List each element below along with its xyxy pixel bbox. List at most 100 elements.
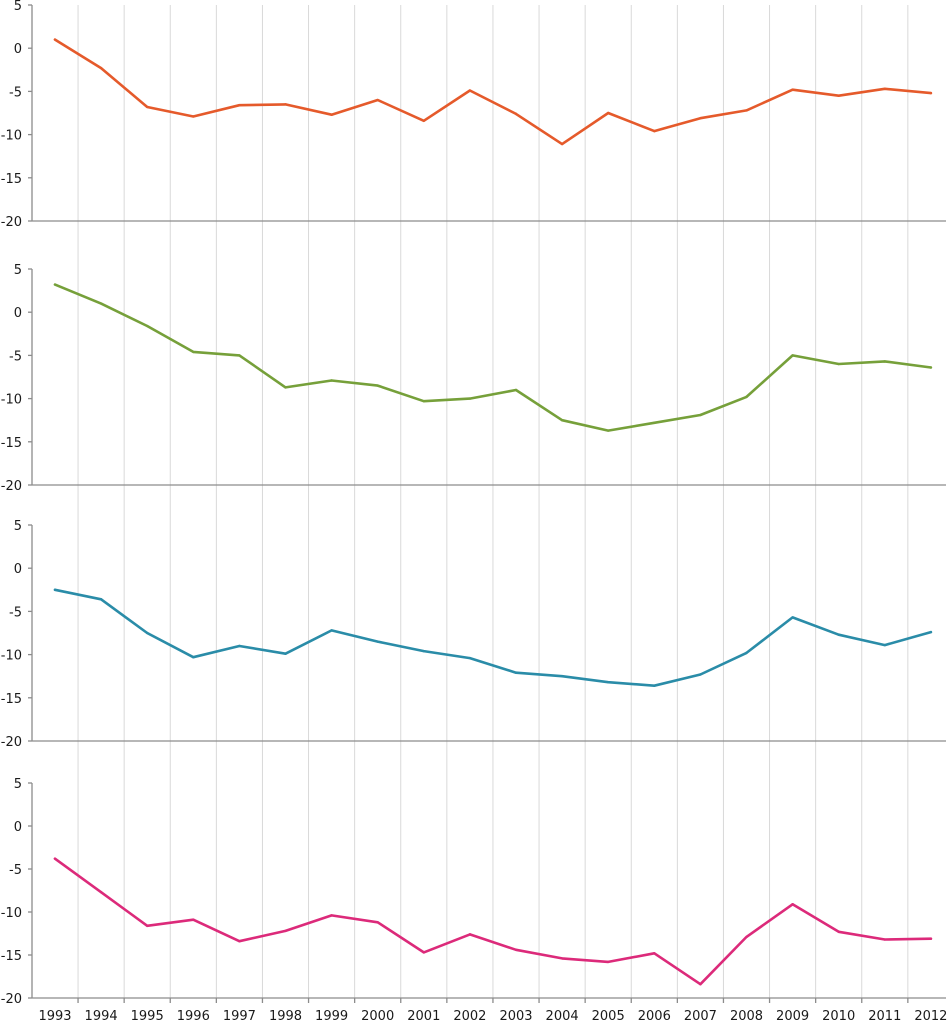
data-point bbox=[607, 429, 610, 432]
x-tick-label: 2010 bbox=[822, 1009, 855, 1023]
x-tick-label: 1996 bbox=[177, 1009, 210, 1023]
y-tick-label: -5 bbox=[9, 85, 22, 100]
x-tick-label: 2006 bbox=[638, 1009, 671, 1023]
x-tick-label: 2000 bbox=[361, 1009, 394, 1023]
data-point bbox=[53, 857, 57, 860]
x-tick-label: 2003 bbox=[499, 1009, 532, 1023]
data-point bbox=[745, 109, 748, 112]
data-point bbox=[929, 91, 933, 95]
data-point bbox=[837, 362, 840, 366]
y-tick-label: -10 bbox=[1, 129, 22, 144]
y-tick-label: 0 bbox=[14, 820, 22, 835]
x-tick-label: 2012 bbox=[914, 1009, 947, 1023]
y-tick-label: -20 bbox=[1, 479, 22, 494]
y-tick-label: 0 bbox=[14, 562, 22, 577]
x-tick-label: 2004 bbox=[546, 1009, 579, 1023]
data-point bbox=[53, 588, 57, 591]
y-tick-label: -20 bbox=[1, 992, 22, 1007]
data-point bbox=[745, 651, 748, 655]
y-tick-label: 5 bbox=[14, 519, 22, 534]
y-tick-label: -20 bbox=[1, 215, 22, 230]
data-point bbox=[653, 684, 656, 687]
y-tick-label: 5 bbox=[14, 0, 22, 14]
data-point bbox=[284, 929, 287, 933]
data-point bbox=[837, 633, 840, 636]
data-point bbox=[653, 129, 656, 133]
data-point bbox=[837, 94, 840, 97]
y-tick-label: -10 bbox=[1, 649, 22, 664]
data-point bbox=[699, 983, 702, 986]
y-tick-label: -20 bbox=[1, 735, 22, 750]
data-point bbox=[422, 399, 425, 403]
data-point bbox=[238, 354, 241, 357]
x-tick-label: 2009 bbox=[776, 1009, 809, 1023]
data-point bbox=[514, 388, 518, 392]
data-point bbox=[192, 655, 195, 659]
data-point bbox=[238, 940, 241, 943]
y-tick-label: -10 bbox=[1, 393, 22, 408]
data-point bbox=[468, 656, 472, 660]
data-point bbox=[653, 421, 656, 424]
data-point bbox=[468, 933, 472, 936]
series-line bbox=[53, 283, 933, 432]
data-point bbox=[883, 938, 886, 941]
data-point bbox=[99, 302, 103, 305]
x-tick-label: 2008 bbox=[730, 1009, 763, 1023]
data-point bbox=[192, 350, 195, 354]
data-point bbox=[99, 66, 103, 70]
data-point bbox=[238, 104, 241, 107]
y-tick-label: -5 bbox=[9, 349, 22, 364]
data-point bbox=[376, 640, 379, 643]
data-point bbox=[745, 395, 748, 399]
data-point bbox=[422, 119, 425, 122]
y-tick-label: 0 bbox=[14, 306, 22, 321]
data-point bbox=[330, 914, 333, 917]
data-point bbox=[929, 630, 933, 634]
data-point bbox=[791, 88, 794, 91]
y-tick-label: -15 bbox=[1, 692, 22, 707]
x-tick-label: 1999 bbox=[315, 1009, 348, 1023]
data-point bbox=[883, 643, 886, 647]
data-point bbox=[468, 397, 472, 400]
data-point bbox=[929, 937, 933, 940]
data-point bbox=[146, 631, 149, 635]
data-point bbox=[53, 38, 57, 41]
data-point bbox=[699, 673, 702, 676]
y-tick-label: -15 bbox=[1, 436, 22, 451]
data-point bbox=[330, 629, 333, 632]
data-point bbox=[745, 935, 748, 939]
data-point bbox=[607, 960, 610, 964]
data-point bbox=[376, 384, 379, 387]
data-point bbox=[330, 379, 333, 382]
data-point bbox=[99, 598, 103, 601]
data-point bbox=[560, 957, 564, 960]
x-tick-label: 2001 bbox=[407, 1009, 440, 1023]
data-point bbox=[376, 921, 379, 924]
data-point bbox=[560, 675, 564, 678]
x-tick-label: 2005 bbox=[592, 1009, 625, 1023]
data-point bbox=[376, 98, 379, 102]
data-point bbox=[468, 89, 472, 92]
data-point bbox=[284, 386, 287, 389]
data-point bbox=[330, 113, 333, 116]
data-point bbox=[883, 87, 886, 91]
y-tick-label: 5 bbox=[14, 263, 22, 278]
y-tick-label: -15 bbox=[1, 172, 22, 187]
data-point bbox=[99, 891, 103, 894]
data-point bbox=[284, 652, 287, 655]
data-point bbox=[514, 112, 518, 116]
data-point bbox=[929, 366, 933, 369]
data-point bbox=[192, 918, 195, 921]
data-point bbox=[883, 360, 886, 363]
y-tick-label: -10 bbox=[1, 906, 22, 921]
data-point bbox=[192, 115, 195, 118]
data-point bbox=[699, 116, 702, 120]
data-point bbox=[146, 924, 149, 927]
data-point bbox=[791, 616, 794, 619]
y-tick-label: 5 bbox=[14, 777, 22, 792]
x-tick-label: 1993 bbox=[38, 1009, 71, 1023]
data-point bbox=[653, 952, 656, 955]
data-point bbox=[284, 103, 287, 106]
